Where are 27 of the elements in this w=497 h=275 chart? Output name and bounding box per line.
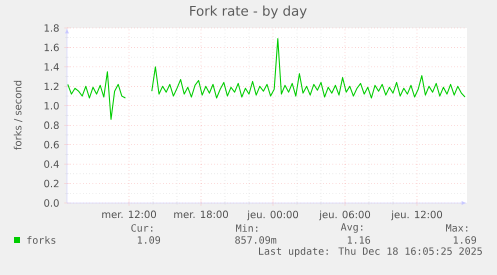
x-tick-label: jeu. 12:00: [391, 210, 442, 220]
x-tick-label: mer. 18:00: [174, 210, 228, 218]
y-tick-label: 1.2: [44, 82, 58, 90]
y-tick-label: 1.0: [44, 102, 59, 110]
y-tick-label: 1.4: [44, 63, 59, 71]
y-tick-label: 0.6: [44, 140, 59, 148]
text: Cur:: [131, 224, 152, 232]
text: 1.09: [138, 236, 160, 244]
y-tick-label: 1.8: [44, 24, 59, 32]
y-tick-label: 0.2: [44, 180, 58, 188]
x-tick-label: jeu. 00:00: [247, 210, 298, 220]
x-tick-label: jeu. 06:00: [319, 210, 370, 220]
y-axis-title: forks / second: [14, 80, 22, 150]
text: Max:: [446, 224, 468, 232]
y-tick-label: 0.8: [44, 121, 59, 130]
chart-title: Fork rate - by day: [190, 6, 307, 18]
x-tick-label: mer. 12:00: [102, 210, 156, 218]
text: Min:: [236, 224, 258, 232]
text: Avg:: [340, 223, 362, 233]
y-tick-label: 0.4: [44, 160, 59, 168]
text: 857.09m: [235, 236, 276, 244]
text: Last update: Thu Dec 18 16:05:25 2025: [259, 247, 482, 257]
y-tick-label: 0.0: [44, 199, 59, 207]
y-tick-label: 1.6: [44, 44, 59, 52]
text: 1.69: [454, 236, 476, 244]
text: 1.16: [348, 236, 370, 244]
legend-label: forks: [27, 236, 56, 244]
